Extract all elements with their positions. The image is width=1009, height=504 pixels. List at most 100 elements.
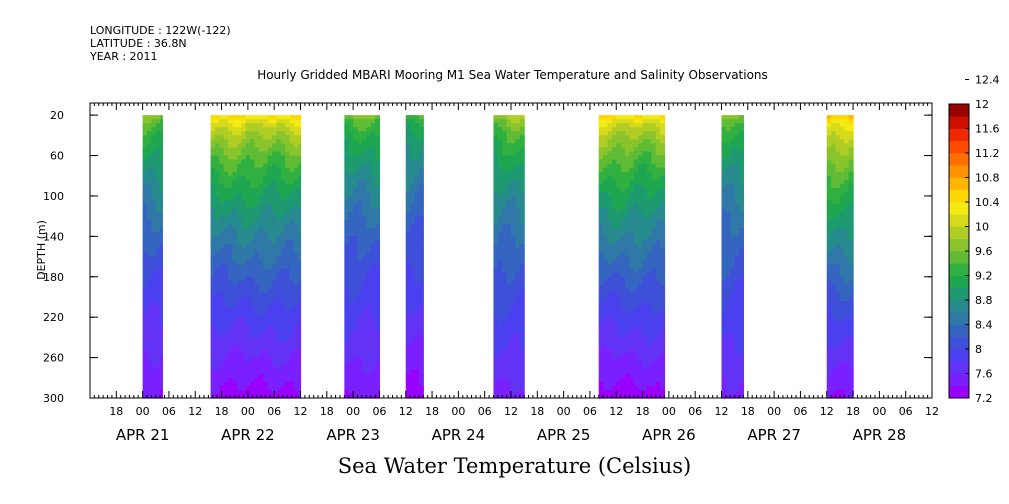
temperature-cell [725,389,731,395]
temperature-cell [142,115,148,120]
temperature-cell [646,228,652,233]
temperature-cell [214,240,220,246]
temperature-cell [263,135,269,140]
temperature-cell [603,240,609,246]
temperature-cell [839,240,845,246]
temperature-cell [357,147,363,153]
temperature-cell [228,272,234,278]
temperature-cell [298,228,302,233]
temperature-cell [361,187,367,193]
temperature-cell [271,252,277,258]
temperature-cell [642,195,648,201]
temperature-cell [298,224,302,229]
temperature-cell [276,313,282,318]
temperature-cell [633,357,639,363]
temperature-cell [219,195,225,201]
temperature-cell [151,220,157,225]
temperature-cell [835,296,841,302]
temperature-cell [625,139,631,145]
temperature-cell [353,204,359,209]
temperature-cell [497,313,503,318]
temperature-cell [848,349,854,355]
temperature-cell [848,353,854,359]
temperature-cell [839,365,845,371]
temperature-cell [607,373,613,379]
temperature-cell [219,167,225,173]
temperature-cell [298,260,302,266]
temperature-cell [250,220,256,225]
temperature-cell [160,377,163,383]
temperature-cell [348,292,354,298]
temperature-cell [826,357,832,363]
temperature-cell [611,119,617,124]
temperature-cell [620,337,626,343]
temperature-cell [721,236,727,241]
temperature-cell [642,268,648,274]
temperature-cell [418,353,424,359]
temperature-cell [285,127,291,132]
temperature-cell [511,345,516,351]
temperature-cell [734,353,740,359]
temperature-cell [721,167,727,173]
temperature-cell [357,127,363,132]
temperature-cell [633,296,639,302]
temperature-cell [642,337,648,343]
temperature-cell [155,345,161,351]
temperature-cell [831,309,837,314]
temperature-cell [839,119,845,124]
temperature-cell [739,385,745,391]
temperature-cell [250,276,256,282]
temperature-cell [633,393,639,399]
temperature-cell [276,373,282,379]
temperature-cell [147,204,152,209]
temperature-cell [620,292,626,298]
temperature-cell [267,296,273,302]
temperature-cell [620,309,626,314]
temperature-cell [633,349,639,355]
temperature-cell [835,252,841,258]
temperature-cell [210,276,216,282]
temperature-cell [633,204,639,209]
temperature-cell [616,301,622,306]
temperature-cell [155,280,161,286]
temperature-cell [721,292,727,298]
temperature-cell [835,244,841,250]
temperature-cell [625,377,631,383]
temperature-cell [228,187,234,193]
temperature-cell [285,325,291,330]
temperature-cell [223,309,229,314]
temperature-cell [142,143,148,149]
temperature-cell [236,216,242,221]
temperature-cell [254,195,260,201]
temperature-cell [228,389,234,395]
temperature-cell [625,175,631,181]
temperature-cell [651,337,657,343]
temperature-cell [844,341,850,347]
temperature-cell [414,179,420,185]
temperature-cell [271,309,277,314]
temperature-cell [280,353,286,359]
temperature-cell [418,333,424,338]
temperature-cell [361,123,367,128]
temperature-cell [831,199,837,205]
temperature-cell [418,252,424,258]
temperature-cell [228,143,234,149]
temperature-cell [151,317,157,322]
temperature-cell [298,309,302,314]
temperature-cell [497,127,503,132]
temperature-cell [620,301,626,306]
temperature-cell [651,357,657,363]
temperature-cell [831,216,837,221]
temperature-cell [263,236,269,241]
temperature-cell [348,305,354,310]
temperature-cell [616,288,622,294]
temperature-cell [280,341,286,347]
temperature-cell [642,393,648,399]
temperature-cell [375,119,381,124]
temperature-cell [646,191,652,197]
temperature-cell [245,195,251,201]
temperature-cell [848,361,854,367]
temperature-cell [245,345,251,351]
temperature-cell [353,119,359,124]
temperature-cell [293,143,299,149]
